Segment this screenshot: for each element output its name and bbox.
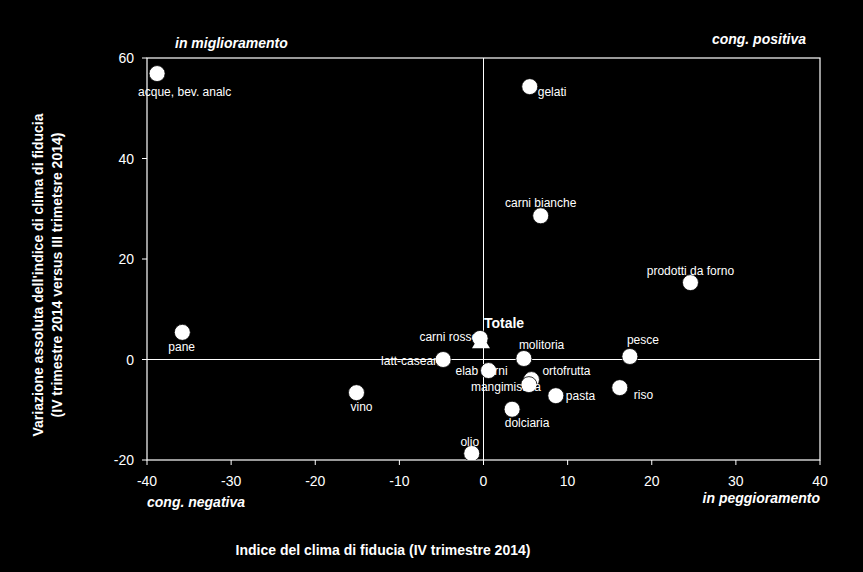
y-tick-label: 40 bbox=[118, 151, 134, 167]
y-axis-label: Variazione assoluta dell'indice di clima… bbox=[30, 113, 46, 436]
y-tick-label: -20 bbox=[114, 452, 134, 468]
x-tick bbox=[651, 460, 652, 465]
x-tick bbox=[735, 460, 736, 465]
x-tick-label: -20 bbox=[305, 473, 325, 489]
y-tick bbox=[142, 359, 147, 360]
background bbox=[0, 0, 863, 572]
point-label: dolciaria bbox=[505, 416, 550, 430]
point bbox=[504, 401, 520, 417]
point-label: olio bbox=[460, 435, 479, 449]
chart: -40 -30 -20 -10 0 10 20 30 40 -20 0 20 40 60 Indice de… bbox=[0, 0, 863, 572]
point-label: mangimistica bbox=[471, 380, 541, 394]
x-tick bbox=[483, 460, 484, 465]
x-tick-label: 0 bbox=[480, 473, 488, 489]
point-label: acque, bev. analc bbox=[138, 85, 231, 99]
point bbox=[348, 385, 364, 401]
point-label: carni rosse bbox=[419, 330, 478, 344]
x-tick-label: 40 bbox=[812, 473, 828, 489]
y-tick-label: 20 bbox=[118, 251, 134, 267]
point-label: riso bbox=[634, 388, 654, 402]
point-label: elab carni bbox=[456, 364, 508, 378]
point-label: ortofrutta bbox=[542, 364, 590, 378]
x-tick-label: -10 bbox=[389, 473, 409, 489]
point bbox=[522, 79, 538, 95]
point bbox=[533, 208, 549, 224]
x-tick bbox=[399, 460, 400, 465]
point bbox=[149, 66, 165, 82]
y-axis-label: (IV trimestre 2014 versus III trimetsre … bbox=[49, 133, 65, 418]
y-tick bbox=[142, 460, 147, 461]
x-tick-label: -40 bbox=[137, 473, 157, 489]
quadrant-annotation: cong. positiva bbox=[712, 31, 806, 47]
point bbox=[622, 348, 638, 364]
zero-line-y bbox=[147, 359, 820, 360]
y-tick bbox=[142, 58, 147, 59]
marks bbox=[149, 66, 698, 460]
point-label: pesce bbox=[627, 333, 659, 347]
quadrant-annotation: cong. negativa bbox=[147, 494, 245, 510]
x-tick-label: 10 bbox=[560, 473, 576, 489]
quadrant-annotation: in miglioramento bbox=[175, 35, 288, 51]
y-tick-label: 60 bbox=[118, 50, 134, 66]
x-tick bbox=[231, 460, 232, 465]
point-label: pasta bbox=[566, 389, 596, 403]
x-tick bbox=[567, 460, 568, 465]
x-tick-label: 20 bbox=[644, 473, 660, 489]
plot-frame bbox=[147, 58, 820, 460]
point-label: gelati bbox=[538, 85, 567, 99]
point-label: carni bianche bbox=[505, 196, 577, 210]
point bbox=[435, 352, 451, 368]
y-tick bbox=[142, 158, 147, 159]
x-tick bbox=[820, 460, 821, 465]
point-label: pane bbox=[168, 340, 195, 354]
point bbox=[548, 388, 564, 404]
point-label: latt-casear bbox=[381, 354, 437, 368]
quadrant-annotation: in peggioramento bbox=[703, 490, 821, 506]
point-label: molitoria bbox=[519, 338, 565, 352]
x-tick bbox=[147, 460, 148, 465]
point-label: Totale bbox=[484, 315, 524, 331]
point-labels: acque, bev. analc gelati carni bianche prod… bbox=[138, 85, 734, 450]
zero-line-x bbox=[483, 58, 484, 460]
x-tick-label: -30 bbox=[221, 473, 241, 489]
x-axis-label: Indice del clima di fiducia (IV trimestr… bbox=[236, 542, 531, 558]
y-tick-label: 0 bbox=[126, 352, 134, 368]
x-tick bbox=[315, 460, 316, 465]
point-label: prodotti da forno bbox=[647, 264, 735, 278]
point bbox=[174, 324, 190, 340]
point bbox=[516, 350, 532, 366]
x-tick-label: 30 bbox=[728, 473, 744, 489]
y-tick bbox=[142, 259, 147, 260]
point bbox=[612, 380, 628, 396]
point-label: vino bbox=[350, 400, 372, 414]
